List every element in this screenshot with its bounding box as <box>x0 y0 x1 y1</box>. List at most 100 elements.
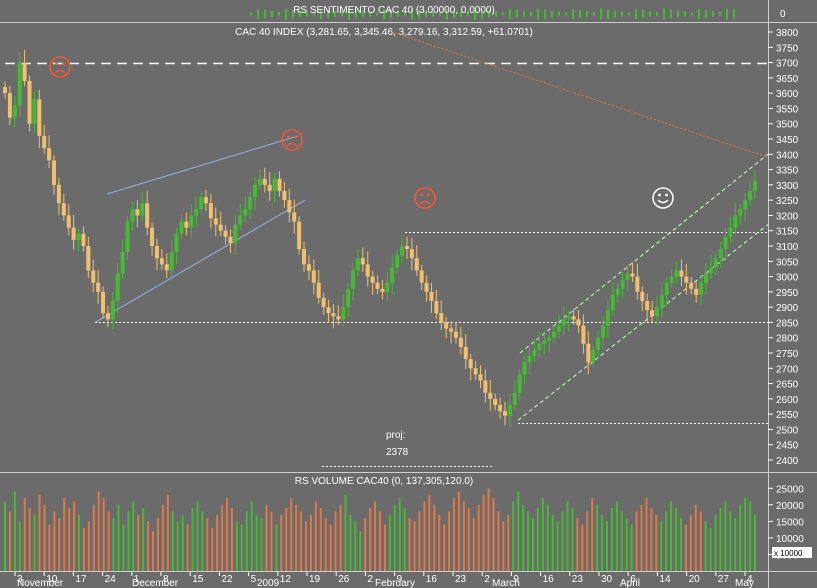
volume-bar <box>319 508 322 571</box>
candle-body <box>566 316 571 320</box>
sentiment-bar <box>271 11 273 17</box>
volume-bar <box>596 504 599 571</box>
volume-bar <box>684 524 687 571</box>
volume-bar <box>344 494 347 571</box>
sentiment-bar <box>628 12 630 16</box>
candle-body <box>424 282 429 292</box>
volume-bar <box>561 511 564 571</box>
candle-body <box>169 252 174 271</box>
price-tick-label: 2600 <box>776 395 799 406</box>
candle-body <box>199 197 204 210</box>
face-eye <box>55 62 58 66</box>
volume-bar <box>689 514 692 571</box>
volume-bar <box>388 514 391 571</box>
volume-bar <box>132 501 135 571</box>
sad-face-icon <box>49 56 71 78</box>
sentiment-bar <box>719 12 721 16</box>
candle-body <box>468 359 473 369</box>
price-tick-label: 3600 <box>776 89 799 100</box>
sentiment-bar <box>579 10 581 18</box>
x-axis: 3 10 17 24 1 8 15 22 5 12 19 26 2 9 16 23 2 9 16 23 30 6 14 20 2… <box>14 572 754 588</box>
x-day-label: 27 <box>718 574 730 585</box>
channel-lower-line <box>517 224 769 421</box>
sentiment-bar <box>425 10 427 18</box>
volume-bar <box>260 518 263 571</box>
sentiment-bar <box>348 8 350 20</box>
sentiment-title: RS SENTIMENTO CAC 40 (3.00000, 0.0000) <box>293 5 495 16</box>
x-day-label: 5 <box>251 574 257 585</box>
candle-body <box>91 270 96 283</box>
candle-body <box>179 221 184 234</box>
face-mouth <box>657 199 669 204</box>
price-tick-label: 3350 <box>776 166 799 177</box>
price-tick-label: 3650 <box>776 74 799 85</box>
projection-label: proj: <box>386 430 405 441</box>
volume-bar <box>734 518 737 571</box>
face-eye <box>294 135 297 139</box>
volume-bar <box>527 511 530 571</box>
sentiment-bar <box>670 9 672 19</box>
candle-body <box>341 307 346 320</box>
volume-bar <box>235 521 238 571</box>
volume-bar <box>556 521 559 571</box>
candle-body <box>527 356 532 363</box>
volume-bar <box>176 521 179 571</box>
volume-bar <box>615 501 618 571</box>
candle-body <box>306 264 311 271</box>
face-eye <box>658 193 661 197</box>
candle-body <box>679 270 684 277</box>
sentiment-bar <box>439 12 441 16</box>
volume-bar <box>665 511 668 571</box>
candle-body <box>659 294 664 308</box>
volume-bar <box>63 498 66 571</box>
volume-bar <box>73 501 76 571</box>
sentiment-bar <box>474 8 476 20</box>
price-tick-label: 2700 <box>776 364 799 375</box>
volume-bar <box>428 494 431 571</box>
volume-bar <box>670 501 673 571</box>
volume-bar <box>364 518 367 571</box>
face-eye <box>62 62 65 66</box>
price-tick-label: 2750 <box>776 349 799 360</box>
volume-bar <box>92 504 95 571</box>
volume-bar <box>635 511 638 571</box>
candle-body <box>498 404 503 412</box>
candle-body <box>591 349 596 363</box>
volume-bar <box>462 501 465 571</box>
volume-bar <box>660 521 663 571</box>
x-day-label: 8 <box>163 574 169 585</box>
volume-bar <box>719 508 722 571</box>
volume-bar <box>221 504 224 571</box>
price-tick-label: 3250 <box>776 196 799 207</box>
volume-bar <box>630 524 633 571</box>
candle-body <box>71 227 76 240</box>
volume-bar <box>675 508 678 571</box>
candle-body <box>615 288 620 295</box>
candle-body <box>699 282 704 295</box>
sentiment-bar <box>299 10 301 18</box>
price-tick-label: 2800 <box>776 334 799 345</box>
volume-bar <box>285 508 288 571</box>
sentiment-bar <box>418 9 420 19</box>
volume-bar <box>250 501 253 571</box>
candle-body <box>414 258 419 271</box>
candle-body <box>743 200 748 210</box>
volume-bar <box>13 491 16 571</box>
candle-body <box>610 294 615 311</box>
candle-body <box>101 291 106 314</box>
sentiment-bar <box>537 8 539 20</box>
volume-bar <box>393 504 396 571</box>
candle-body <box>76 233 81 240</box>
volume-tick-label: 10000 <box>776 534 804 545</box>
x-day-label: 20 <box>689 574 701 585</box>
volume-bar <box>448 511 451 571</box>
volume-tick-label: 20000 <box>776 501 804 512</box>
volume-bar <box>610 508 613 571</box>
volume-bar <box>68 508 71 571</box>
volume-bar <box>512 501 515 571</box>
volume-bar <box>28 508 31 571</box>
volume-bar <box>423 501 426 571</box>
candle-body <box>601 325 606 338</box>
candle-body <box>571 316 576 320</box>
